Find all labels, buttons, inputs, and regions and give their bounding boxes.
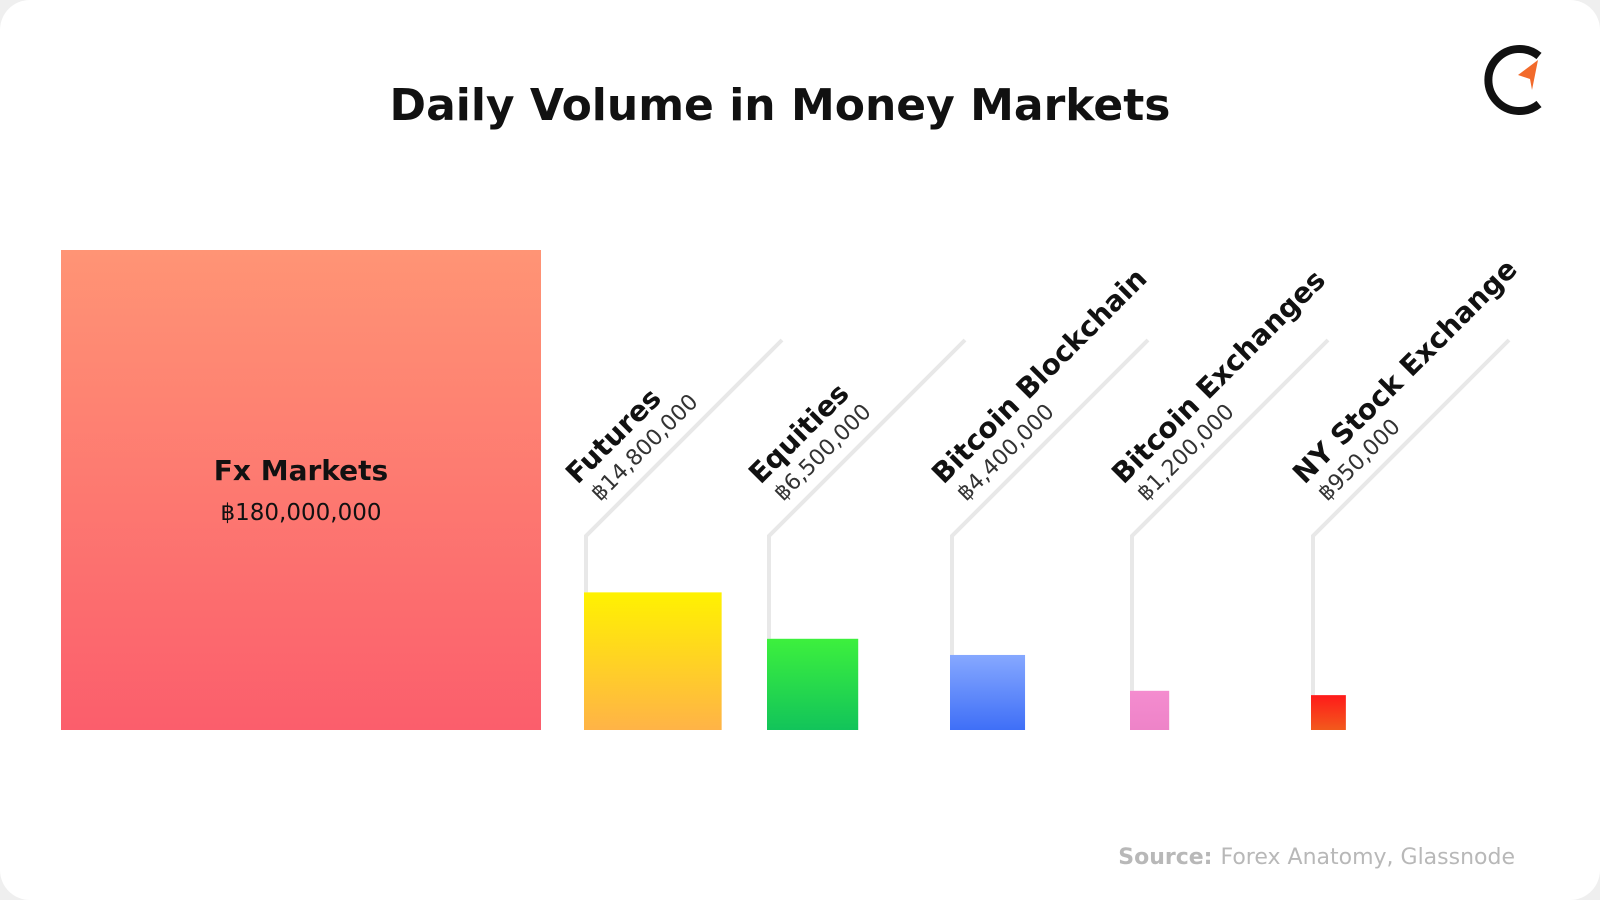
leader-line xyxy=(767,338,967,639)
logo xyxy=(1484,45,1542,115)
leader-line xyxy=(950,338,1150,655)
square xyxy=(1130,690,1170,730)
logo-arc xyxy=(1484,45,1542,115)
source-text: Forex Anatomy, Glassnode xyxy=(1220,845,1515,870)
square xyxy=(61,250,541,730)
leader-line xyxy=(1130,338,1330,691)
source-label: Source: xyxy=(1118,845,1212,870)
leader-line xyxy=(1311,338,1511,696)
value-label: ฿180,000,000 xyxy=(221,500,382,526)
logo-arrow xyxy=(1518,60,1538,90)
square xyxy=(767,638,859,730)
source: Source: Forex Anatomy, Glassnode xyxy=(1118,845,1515,870)
square xyxy=(950,654,1026,730)
square xyxy=(1311,695,1346,730)
category-label: Fx Markets xyxy=(214,454,388,487)
leader-line xyxy=(584,338,784,593)
square xyxy=(584,592,722,730)
chart-title: Daily Volume in Money Markets xyxy=(390,80,1171,131)
